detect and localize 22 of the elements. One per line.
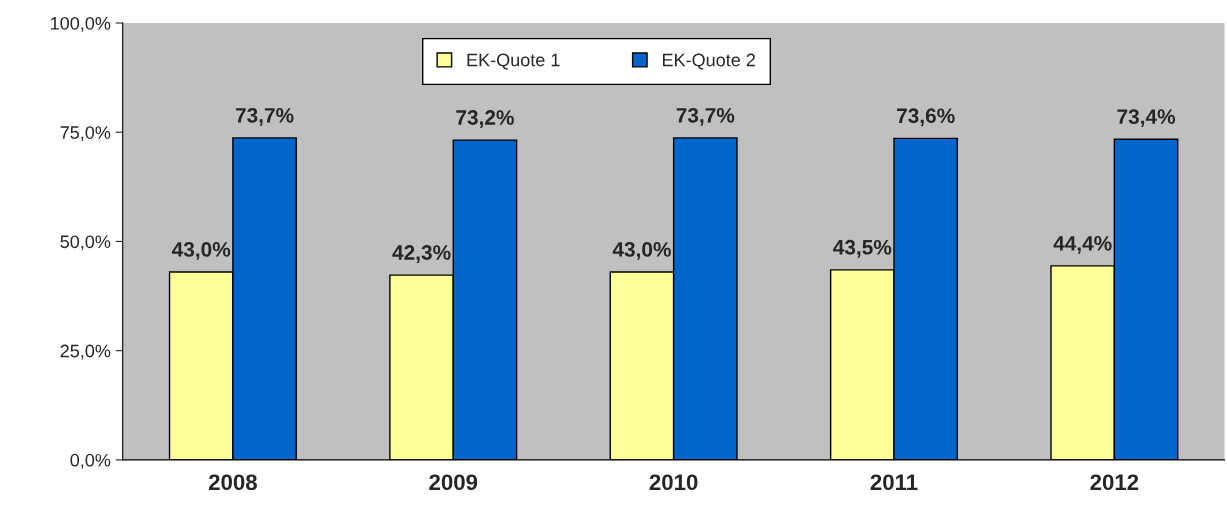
y-tick-label: 0,0% bbox=[70, 453, 111, 469]
y-tick-label: 75,0% bbox=[60, 126, 111, 142]
data-label: 43,0% bbox=[171, 242, 231, 260]
data-label: 73,7% bbox=[676, 107, 735, 126]
data-label: 43,5% bbox=[833, 239, 892, 258]
y-tick-label: 25,0% bbox=[60, 344, 111, 360]
legend-label: EK-Quote 2 bbox=[662, 53, 755, 70]
data-label: 43,0% bbox=[612, 242, 671, 260]
x-tick-label: 2008 bbox=[208, 474, 257, 491]
legend-label: EK-Quote 1 bbox=[467, 53, 560, 70]
data-label: 73,7% bbox=[235, 107, 294, 126]
data-label: 44,4% bbox=[1053, 235, 1112, 254]
data-label: 73,2% bbox=[456, 110, 514, 128]
y-tick-label: 100,0% bbox=[51, 16, 111, 32]
x-tick-label: 2011 bbox=[870, 474, 918, 491]
data-label: 73,6% bbox=[897, 108, 955, 127]
data-label: 73,4% bbox=[1117, 109, 1176, 127]
x-tick-label: 2010 bbox=[649, 474, 698, 491]
x-tick-label: 2012 bbox=[1090, 474, 1139, 491]
data-label: 42,3% bbox=[392, 245, 451, 263]
y-tick-label: 50,0% bbox=[60, 235, 111, 251]
x-tick-label: 2009 bbox=[429, 474, 478, 491]
